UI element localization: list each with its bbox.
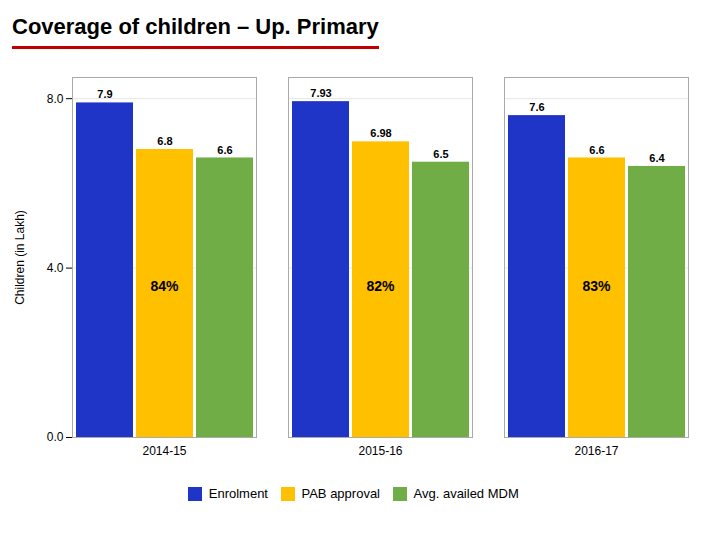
svg-text:2015-16: 2015-16	[358, 444, 402, 458]
html-text:Avg. availed MDM: Avg. availed MDM	[413, 486, 519, 501]
svg-text:7.6: 7.6	[529, 101, 544, 113]
svg-text:6.4: 6.4	[649, 152, 665, 164]
html-text:Coverage of children – Up. Pri: Coverage of children – Up. Primary	[12, 14, 379, 39]
html-text:PAB approval: PAB approval	[301, 486, 380, 501]
svg-text:0.0: 0.0	[47, 430, 64, 444]
svg-text:83%: 83%	[582, 278, 611, 294]
svg-text:7.93: 7.93	[310, 87, 331, 99]
svg-text:6.6: 6.6	[589, 143, 604, 155]
svg-text:Children (in Lakh): Children (in Lakh)	[13, 210, 27, 305]
svg-text:6.6: 6.6	[217, 143, 232, 155]
svg-text:8.0: 8.0	[47, 92, 64, 106]
svg-text:2016-17: 2016-17	[574, 444, 618, 458]
html-text:Enrolment: Enrolment	[208, 486, 268, 501]
svg-text:2014-15: 2014-15	[142, 444, 186, 458]
svg-text:6.8: 6.8	[157, 135, 172, 147]
svg-text:82%: 82%	[366, 278, 395, 294]
svg-text:6.98: 6.98	[370, 127, 391, 139]
svg-text:7.9: 7.9	[97, 88, 112, 100]
svg-text:84%: 84%	[150, 278, 179, 294]
svg-text:4.0: 4.0	[47, 261, 64, 275]
svg-text:6.5: 6.5	[433, 148, 448, 160]
